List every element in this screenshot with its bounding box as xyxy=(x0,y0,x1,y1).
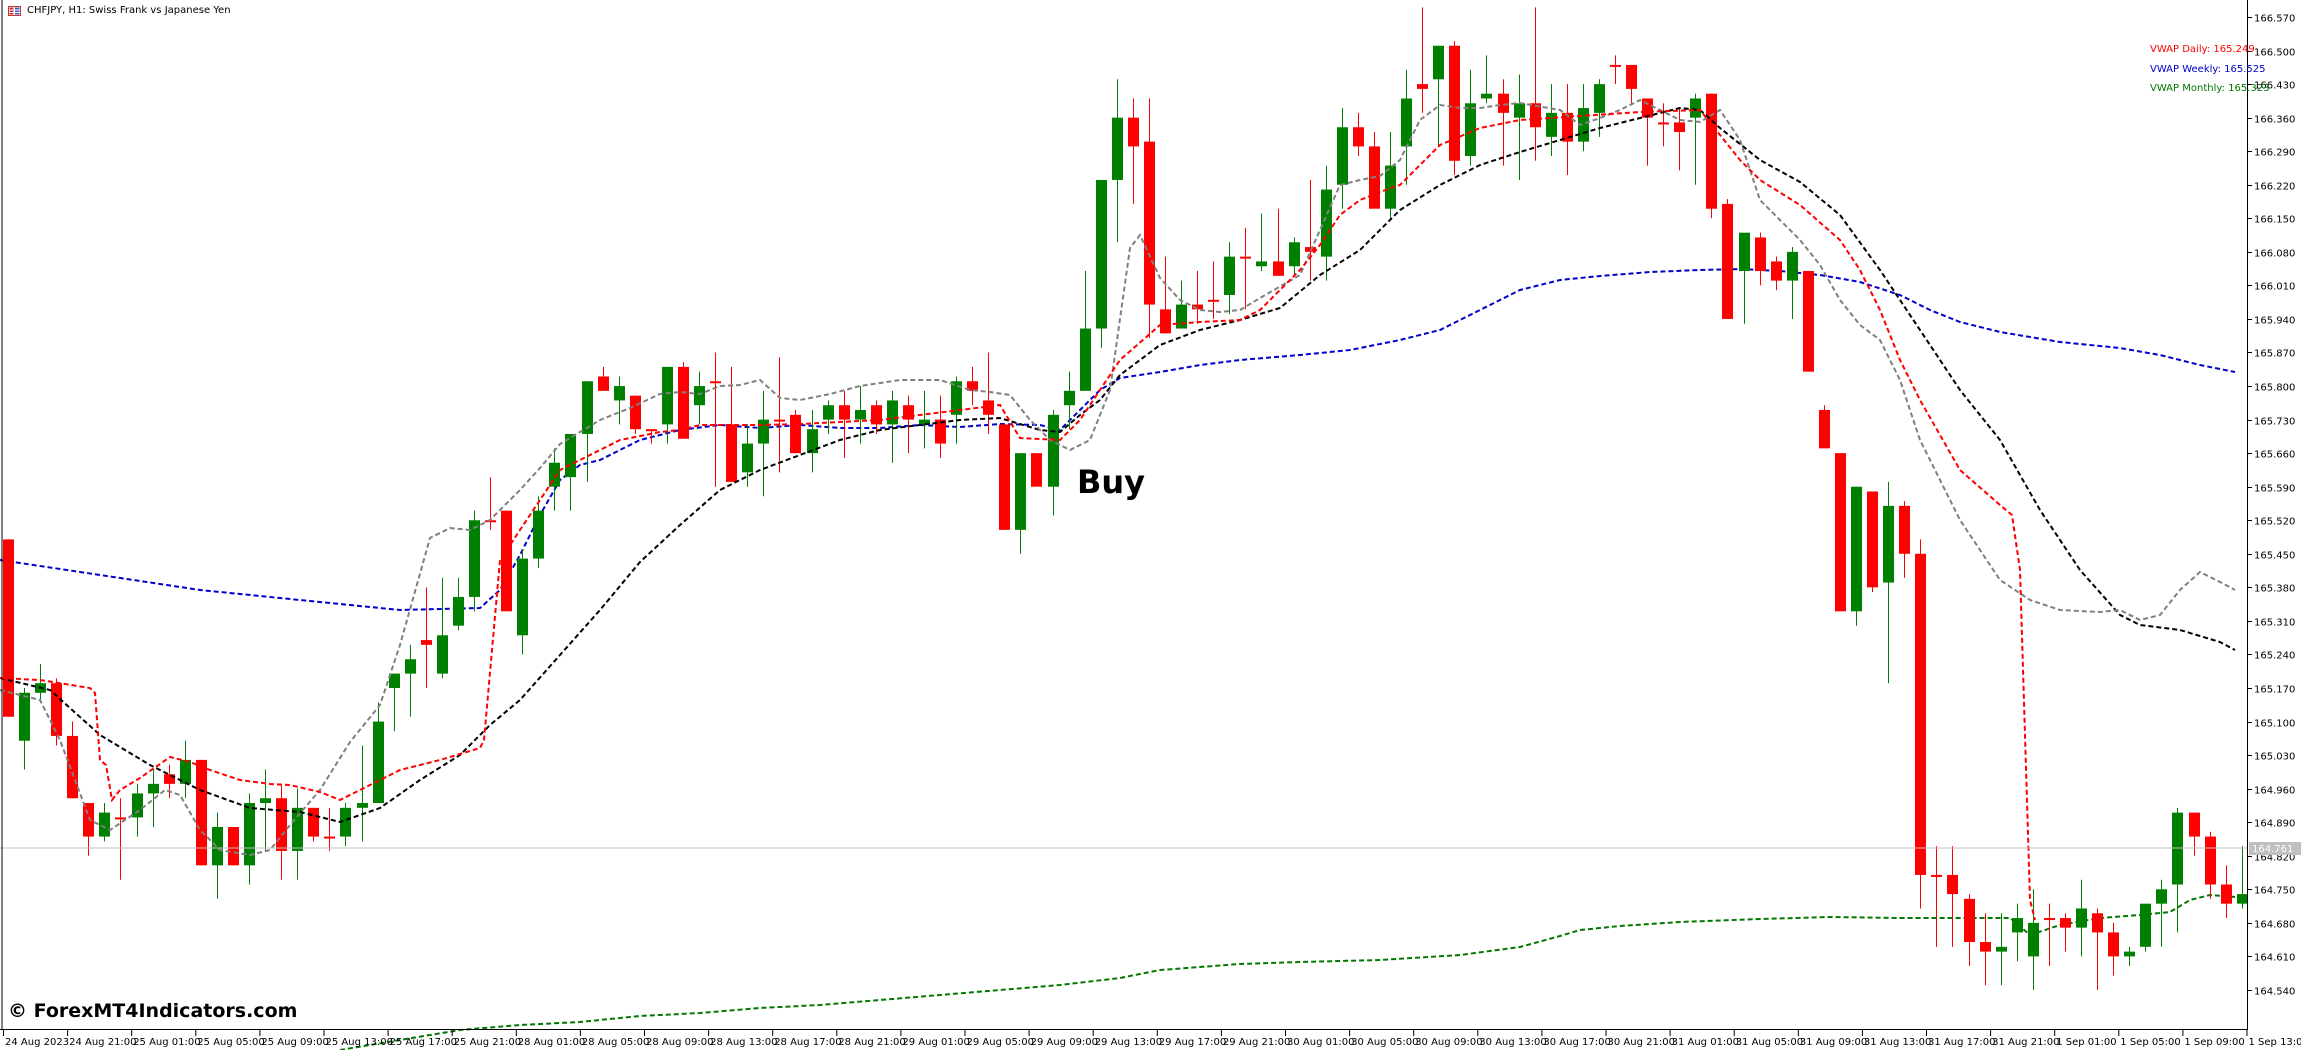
time-tick-label: 28 Aug 21:00 xyxy=(838,1037,905,1048)
legend-vwap-weekly: VWAP Weekly: 165.525 xyxy=(2150,60,2269,80)
time-tick-label: 30 Aug 21:00 xyxy=(1608,1037,1675,1048)
time-tick-label: 28 Aug 09:00 xyxy=(646,1037,713,1048)
watermark: © ForexMT4Indicators.com xyxy=(8,1000,297,1022)
price-tick-label: 165.660 xyxy=(2254,450,2295,461)
price-tick-label: 164.960 xyxy=(2254,786,2295,797)
candle xyxy=(1096,180,1107,348)
buy-signal-label: Buy xyxy=(1077,463,1145,501)
time-tick-label: 25 Aug 21:00 xyxy=(454,1037,521,1048)
price-tick-label: 166.150 xyxy=(2254,215,2295,226)
candle xyxy=(469,511,480,612)
legend-vwap-daily: VWAP Daily: 165.249 xyxy=(2150,40,2269,60)
candle xyxy=(790,410,801,453)
time-tick-label: 30 Aug 05:00 xyxy=(1351,1037,1418,1048)
price-tick-label: 166.080 xyxy=(2254,249,2295,260)
candle xyxy=(1706,94,1717,219)
candle xyxy=(501,511,512,612)
price-tick-label: 165.800 xyxy=(2254,383,2295,394)
indicator-legend: VWAP Daily: 165.249 VWAP Weekly: 165.525… xyxy=(2150,40,2269,99)
time-tick-label: 31 Aug 21:00 xyxy=(1992,1037,2059,1048)
time-tick-label: 29 Aug 17:00 xyxy=(1159,1037,1226,1048)
candle xyxy=(1803,271,1814,372)
price-tick-label: 166.010 xyxy=(2254,282,2295,293)
price-tick-label: 165.870 xyxy=(2254,349,2295,360)
candle xyxy=(1031,453,1042,487)
price-tick-label: 165.240 xyxy=(2254,651,2295,662)
candle xyxy=(1915,539,1926,908)
candle xyxy=(51,678,62,745)
candle xyxy=(228,827,239,865)
time-tick-label: 25 Aug 09:00 xyxy=(261,1037,328,1048)
price-tick-label: 164.890 xyxy=(2254,819,2295,830)
time-tick-label: 1 Sep 01:00 xyxy=(2056,1037,2116,1048)
time-tick-label: 30 Aug 01:00 xyxy=(1287,1037,1354,1048)
time-tick-label: 24 Aug 21:00 xyxy=(69,1037,136,1048)
price-tick-label: 166.570 xyxy=(2254,14,2295,25)
current-price-tag: 164.761 xyxy=(2249,842,2301,855)
time-tick-label: 31 Aug 17:00 xyxy=(1928,1037,1995,1048)
time-tick-label: 25 Aug 13:00 xyxy=(326,1037,393,1048)
price-tick-label: 164.680 xyxy=(2254,920,2295,931)
time-tick-label: 30 Aug 13:00 xyxy=(1479,1037,1546,1048)
candle xyxy=(1819,405,1830,448)
candle xyxy=(1835,453,1846,611)
chart-title-bar: CHFJPY, H1: Swiss Frank vs Japanese Yen xyxy=(8,5,231,16)
price-tick-label: 166.290 xyxy=(2254,148,2295,159)
candle xyxy=(1851,487,1862,626)
candle xyxy=(2140,904,2151,952)
chart-title: CHFJPY, H1: Swiss Frank vs Japanese Yen xyxy=(27,5,231,16)
time-tick-label: 1 Sep 13:00 xyxy=(2249,1037,2301,1048)
time-tick-label: 29 Aug 01:00 xyxy=(902,1037,969,1048)
time-tick-label: 25 Aug 05:00 xyxy=(197,1037,264,1048)
price-tick-label: 166.360 xyxy=(2254,115,2295,126)
time-tick-label: 30 Aug 09:00 xyxy=(1415,1037,1482,1048)
price-tick-label: 164.750 xyxy=(2254,886,2295,897)
time-tick-label: 28 Aug 13:00 xyxy=(710,1037,777,1048)
price-tick-label: 164.540 xyxy=(2254,987,2295,998)
price-tick-label: 165.170 xyxy=(2254,685,2295,696)
price-tick-label: 165.100 xyxy=(2254,719,2295,730)
time-tick-label: 1 Sep 05:00 xyxy=(2120,1037,2180,1048)
price-tick-label: 165.310 xyxy=(2254,618,2295,629)
time-tick-label: 30 Aug 17:00 xyxy=(1543,1037,1610,1048)
time-tick-label: 31 Aug 13:00 xyxy=(1864,1037,1931,1048)
time-tick-label: 29 Aug 13:00 xyxy=(1095,1037,1162,1048)
svg-text:164.761: 164.761 xyxy=(2252,844,2293,855)
time-tick-label: 31 Aug 01:00 xyxy=(1672,1037,1739,1048)
time-tick-label: 28 Aug 05:00 xyxy=(582,1037,649,1048)
time-tick-label: 25 Aug 01:00 xyxy=(133,1037,200,1048)
price-tick-label: 165.730 xyxy=(2254,417,2295,428)
price-tick-label: 165.940 xyxy=(2254,316,2295,327)
time-tick-label: 29 Aug 05:00 xyxy=(967,1037,1034,1048)
time-tick-label: 24 Aug 2023 xyxy=(5,1037,69,1048)
time-tick-label: 31 Aug 09:00 xyxy=(1800,1037,1867,1048)
price-tick-label: 165.590 xyxy=(2254,484,2295,495)
time-tick-label: 25 Aug 17:00 xyxy=(390,1037,457,1048)
candle xyxy=(1867,491,1878,592)
time-tick-label: 29 Aug 21:00 xyxy=(1223,1037,1290,1048)
price-tick-label: 165.520 xyxy=(2254,517,2295,528)
candle xyxy=(196,760,207,865)
candle xyxy=(999,424,1010,529)
candle xyxy=(630,396,641,434)
price-tick-label: 164.610 xyxy=(2254,953,2295,964)
chart-window-icon xyxy=(8,6,21,16)
price-tick-label: 165.030 xyxy=(2254,752,2295,763)
price-tick-label: 165.380 xyxy=(2254,584,2295,595)
candle xyxy=(308,808,319,842)
time-tick-label: 31 Aug 05:00 xyxy=(1736,1037,1803,1048)
time-tick-label: 28 Aug 01:00 xyxy=(518,1037,585,1048)
time-tick-label: 28 Aug 17:00 xyxy=(774,1037,841,1048)
price-tick-label: 165.450 xyxy=(2254,551,2295,562)
price-tick-label: 166.220 xyxy=(2254,182,2295,193)
time-tick-label: 29 Aug 09:00 xyxy=(1031,1037,1098,1048)
candle xyxy=(1722,199,1733,319)
time-tick-label: 1 Sep 09:00 xyxy=(2184,1037,2244,1048)
legend-vwap-monthly: VWAP Monthly: 165.323 xyxy=(2150,79,2269,99)
